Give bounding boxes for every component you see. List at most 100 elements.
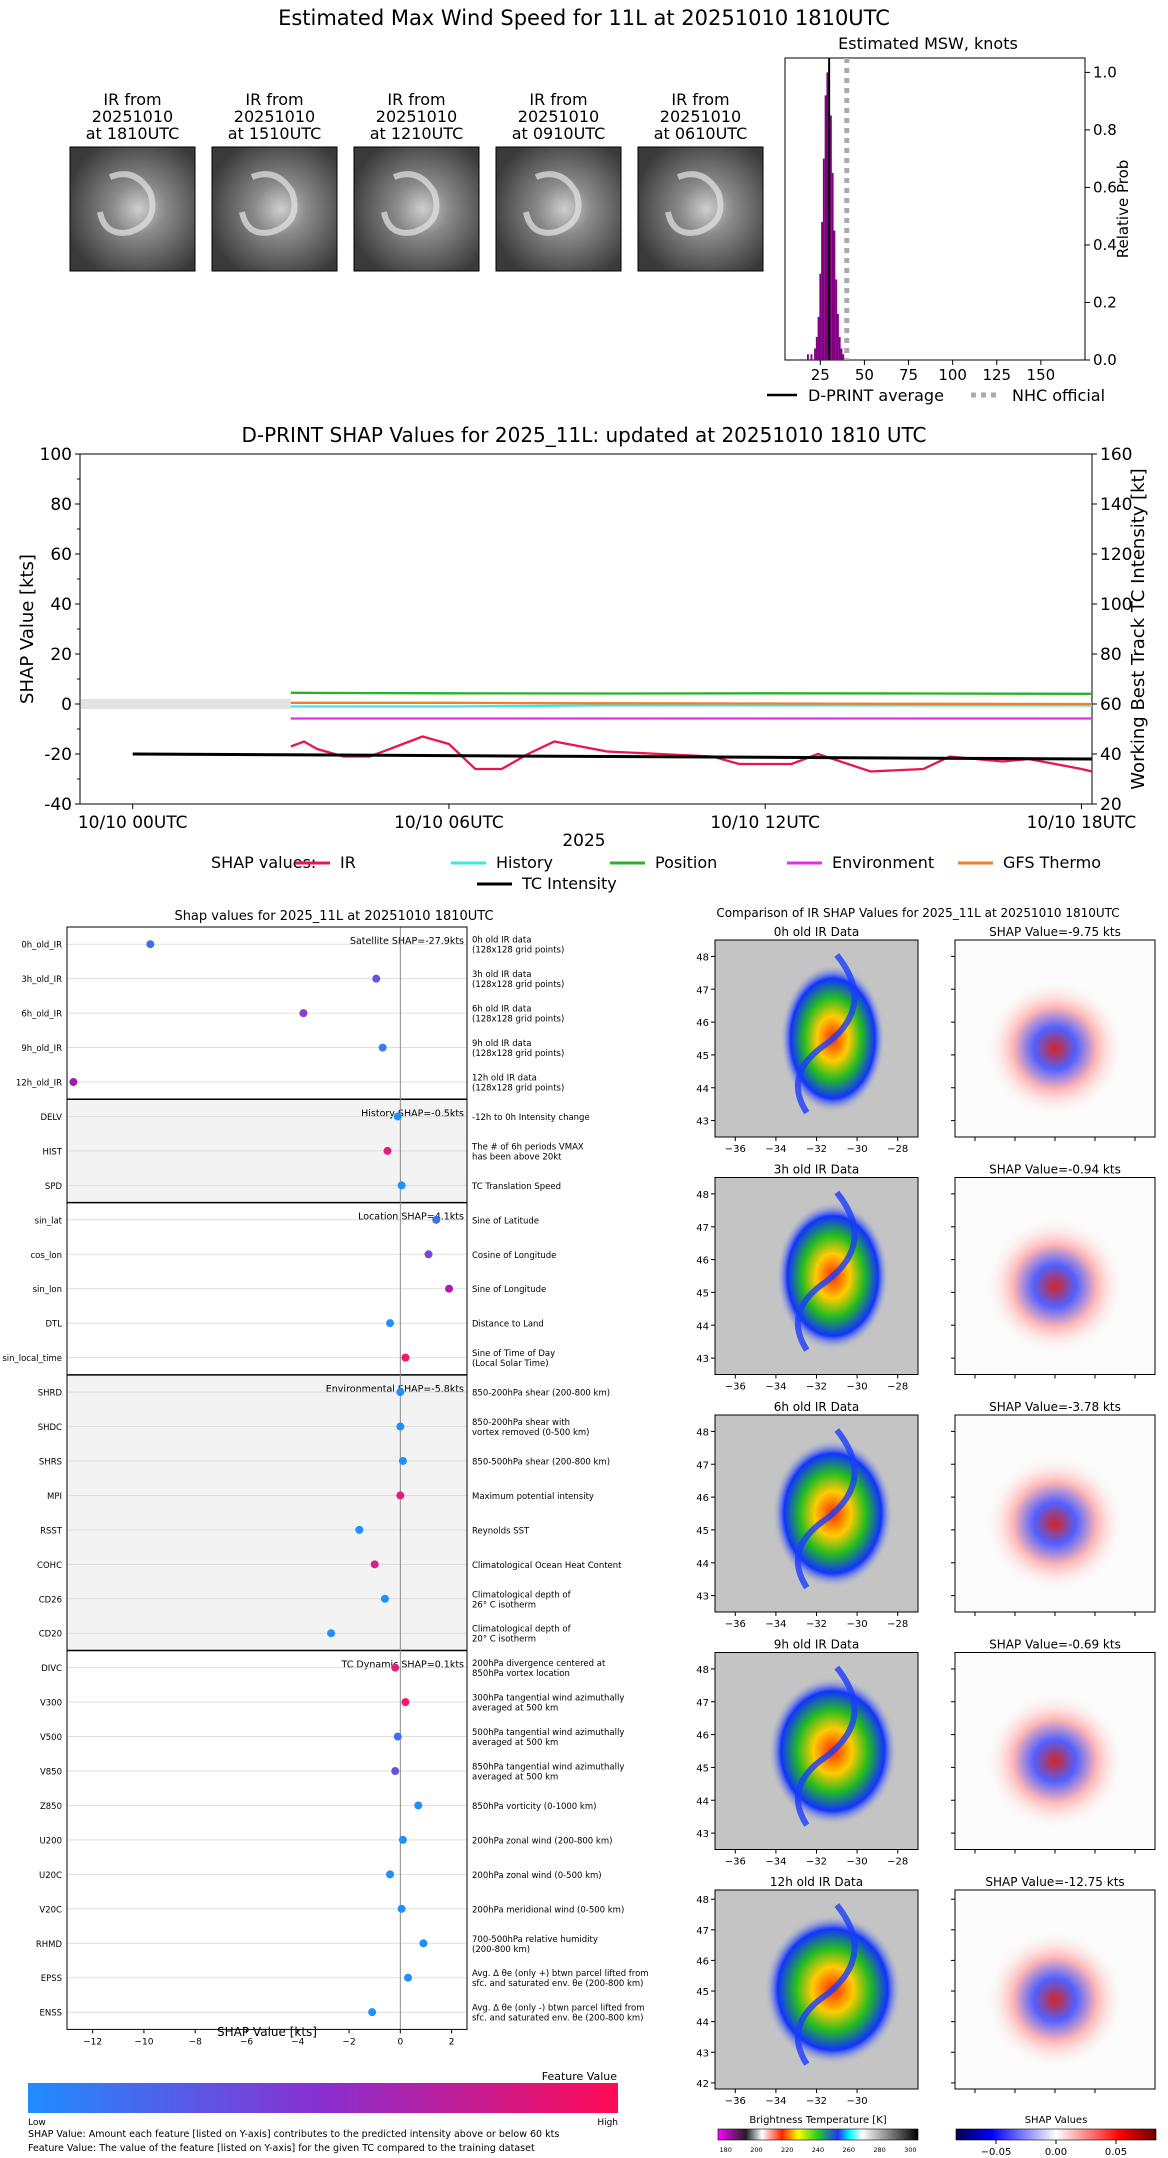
feature-description: Sine of Latitude — [472, 1216, 539, 1226]
ir-xtick-label: −28 — [887, 1382, 908, 1393]
ir-xtick-label: −36 — [725, 1382, 746, 1393]
ir-ytick-label: 44 — [696, 2018, 709, 2029]
feature-name: CD26 — [39, 1595, 62, 1605]
bt-tick-label: 180 — [719, 2146, 731, 2154]
feature-description: 850-200hPa shear with — [472, 1418, 570, 1428]
cloud-band-shape — [665, 171, 724, 236]
cloud-band-shape — [239, 171, 298, 236]
ir-xtick-label: −34 — [765, 1619, 786, 1630]
ir-xtick-label: −30 — [847, 1857, 868, 1868]
ts-series — [81, 691, 1093, 773]
feature-description: 12h old IR data — [472, 1074, 537, 1084]
shap-colorbar-ticks: −0.05 0.00 0.05 — [981, 2140, 1127, 2158]
page-title: Estimated Max Wind Speed for 11L at 2025… — [278, 6, 890, 30]
shap-panel-title: SHAP Value=-0.94 kts — [989, 1163, 1121, 1177]
bt-tick-label: 260 — [843, 2146, 855, 2154]
ir-panel-title: 9h old IR Data — [774, 1638, 860, 1652]
feature-description: 0h old IR data — [472, 936, 531, 946]
ts-ytick-left-label: 20 — [50, 645, 72, 665]
feature-description: Avg. Δ θe (only +) btwn parcel lifted fr… — [472, 1969, 649, 1979]
ir-thumbnail-image — [495, 146, 622, 272]
thumb-label-line: IR from — [671, 90, 729, 109]
bt-tick-label: 220 — [781, 2146, 793, 2154]
histogram-bar — [819, 273, 822, 360]
bee-xtick-label: −6 — [240, 2037, 254, 2047]
feature-name: SHRS — [39, 1457, 62, 1467]
feature-description: (Local Solar Time) — [472, 1359, 549, 1369]
ir-ytick-label: 45 — [696, 1288, 709, 1299]
legend-dprint-label: D-PRINT average — [808, 386, 944, 405]
feature-name: sin_local_time — [2, 1354, 62, 1364]
feature-point — [380, 1594, 389, 1603]
bt-tick-label: 200 — [750, 2146, 762, 2154]
thumb-label-line: 20251010 — [376, 107, 457, 126]
ts-ylabel-right: Working Best Track TC Intensity [kt] — [1128, 468, 1149, 789]
feature-name: HIST — [43, 1147, 63, 1157]
ir-thumbnail-image — [69, 146, 196, 272]
shap-heat-core — [985, 1929, 1125, 2070]
ir-ytick-label: 48 — [696, 1895, 709, 1906]
msw-title: Estimated MSW, knots — [838, 34, 1018, 53]
histogram-bar — [833, 230, 836, 360]
shap-cbar-tick-label: 0.00 — [1045, 2147, 1067, 2158]
msw-legend: D-PRINT average NHC official — [767, 386, 1105, 405]
ir-ytick-label: 47 — [696, 1698, 709, 1709]
thumb-label-line: 20251010 — [518, 107, 599, 126]
ir-ytick-label: 45 — [696, 1987, 709, 1998]
msw-xtick-label: 100 — [938, 366, 967, 384]
feature-name: sin_lon — [33, 1285, 62, 1295]
histogram-bar — [815, 336, 818, 360]
ir-ytick-label: 45 — [696, 1526, 709, 1537]
shap-panel-title: SHAP Value=-3.78 kts — [989, 1400, 1121, 1414]
histogram-bar — [821, 221, 823, 360]
pre-data-shade — [81, 699, 291, 709]
feature-description: (128x128 grid points) — [472, 1049, 564, 1059]
ir-ytick-label: 48 — [696, 1665, 709, 1676]
msw-reference-lines — [828, 58, 850, 360]
msw-ytick-label: 0.2 — [1093, 293, 1117, 311]
msw-ytick-label: 0.6 — [1093, 178, 1117, 196]
thumb-label-line: 20251010 — [660, 107, 741, 126]
feature-description: Reynolds SST — [472, 1526, 530, 1536]
ir-xtick-label: −28 — [887, 1857, 908, 1868]
ir-cloud-band — [795, 1903, 858, 2066]
bee-xtick-label: 0 — [397, 2037, 403, 2047]
ir-cloud-band — [795, 1190, 858, 1352]
bee-xtick-label: −12 — [83, 2037, 102, 2047]
feature-point — [397, 1181, 406, 1190]
msw-ytick-label: 0.8 — [1093, 121, 1117, 139]
msw-xtick-label: 25 — [811, 366, 830, 384]
feature-description: 26° C isotherm — [472, 1600, 536, 1610]
feature-description: The # of 6h periods VMAX — [471, 1142, 584, 1152]
feature-description: TC Translation Speed — [471, 1182, 561, 1192]
feature-name: SHRD — [38, 1389, 63, 1399]
footnote-2: Feature Value: The value of the feature … — [28, 2143, 535, 2154]
ir-ytick-label: 44 — [696, 1559, 709, 1570]
group-shade — [67, 1374, 467, 1651]
shap-heat-core — [985, 1454, 1125, 1593]
ir-xtick-label: −30 — [847, 2096, 868, 2107]
shap-heat-core — [985, 979, 1125, 1118]
shap-feature-chart: Shap values for 2025_11L at 20251010 181… — [2, 909, 648, 2154]
thumb-label-line: at 0610UTC — [654, 124, 748, 143]
series-line-history — [290, 704, 1092, 708]
ir-ytick-label: 46 — [696, 1018, 709, 1029]
thumb-label-line: IR from — [103, 90, 161, 109]
feature-point — [397, 1904, 406, 1913]
ir-ytick-label: 48 — [696, 1427, 709, 1438]
feature-name: 9h_old_IR — [21, 1044, 62, 1054]
feature-point — [69, 1078, 78, 1087]
feature-name: COHC — [37, 1561, 62, 1571]
feature-point — [401, 1698, 410, 1707]
feature-name: Z850 — [40, 1802, 62, 1812]
feature-name: RHMD — [36, 1940, 63, 1950]
thumb-label-line: 20251010 — [92, 107, 173, 126]
ir-ytick-label: 43 — [696, 1592, 709, 1603]
group-label: Satellite SHAP=-27.9kts — [350, 936, 464, 947]
feature-description: Maximum potential intensity — [472, 1492, 594, 1502]
ir-ytick-label: 43 — [696, 2048, 709, 2059]
histogram-bar — [807, 354, 809, 360]
feature-point — [445, 1284, 454, 1293]
feature-description: (128x128 grid points) — [472, 1084, 564, 1094]
